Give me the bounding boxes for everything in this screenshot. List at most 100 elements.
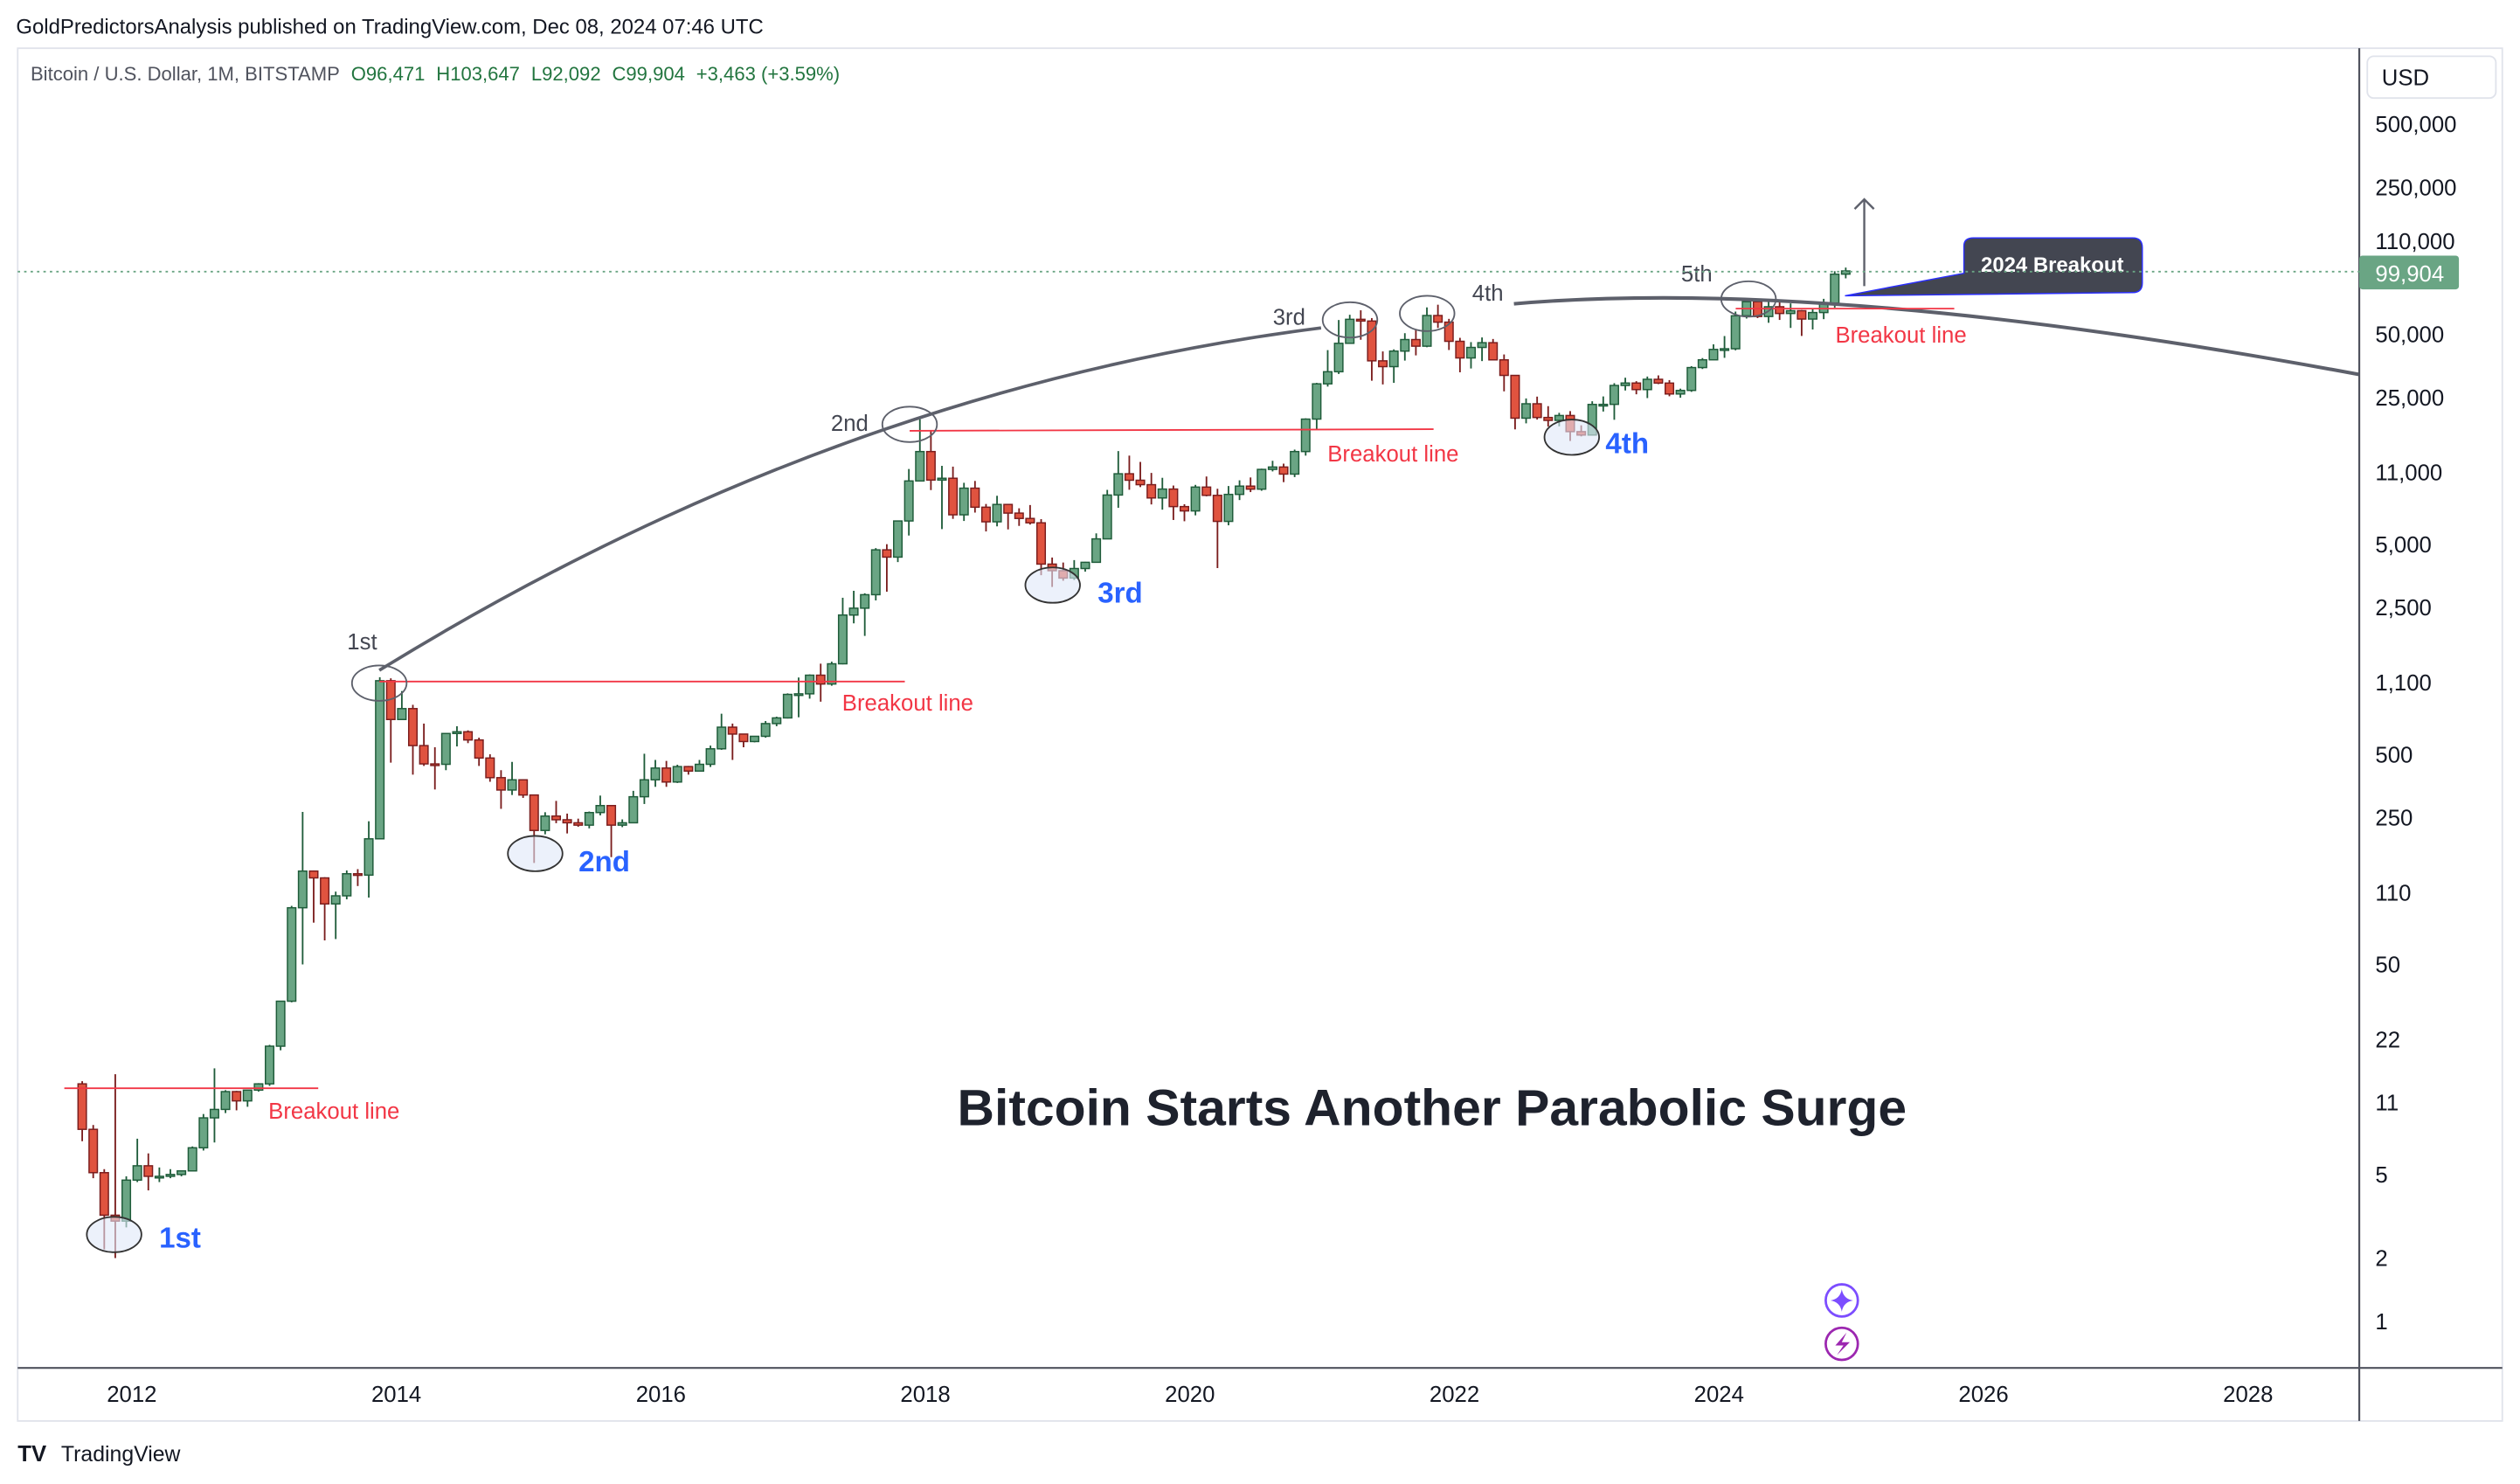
- candle: [639, 753, 649, 804]
- candle: [1499, 354, 1509, 392]
- candle: [848, 591, 859, 624]
- candle: [287, 905, 297, 1002]
- candle: [617, 819, 627, 828]
- candle-body: [177, 1170, 187, 1175]
- candle-body: [1367, 320, 1377, 362]
- candle-body: [363, 838, 374, 877]
- sparkle-icon[interactable]: [1824, 1283, 1859, 1318]
- candle-body: [132, 1165, 142, 1182]
- price-tick-label: 110: [2375, 881, 2411, 905]
- price-tick-label: 11: [2375, 1092, 2399, 1116]
- candle-body: [1378, 360, 1388, 368]
- time-tick-label: 2018: [900, 1383, 950, 1407]
- publish-info: GoldPredictorsAnalysis published on Trad…: [16, 16, 763, 39]
- candle-body: [297, 870, 308, 909]
- candle-body: [242, 1089, 253, 1102]
- candle: [1532, 396, 1542, 420]
- candle-body: [452, 731, 462, 734]
- candle: [1609, 383, 1619, 420]
- candle: [793, 677, 804, 718]
- chart-frame: [17, 47, 2503, 1422]
- candle: [562, 813, 572, 834]
- candle: [1333, 320, 1344, 374]
- candle-body: [772, 717, 782, 725]
- candle-body: [1146, 483, 1157, 499]
- candle-body: [1785, 309, 1796, 315]
- candle-body: [606, 805, 617, 826]
- change-value: +3,463 (+3.59%): [696, 63, 840, 85]
- current-price-label: 99,904: [2375, 262, 2444, 287]
- candle: [760, 720, 771, 739]
- candle: [1775, 301, 1785, 321]
- candle: [1080, 561, 1090, 572]
- candle: [1708, 343, 1719, 361]
- candle: [948, 466, 959, 519]
- time-tick-label: 2026: [1958, 1383, 2008, 1407]
- price-axis[interactable]: 500,000250,000110,00050,00025,00011,0005…: [2375, 113, 2456, 1335]
- candle-body: [760, 723, 771, 738]
- candle: [1190, 484, 1201, 516]
- peak-label-1: 1st: [347, 630, 377, 655]
- candle-body: [275, 1000, 286, 1047]
- candle-body: [915, 450, 925, 482]
- candle-body: [650, 767, 661, 780]
- candle-body: [495, 777, 506, 791]
- lightning-icon[interactable]: [1824, 1326, 1859, 1362]
- candle: [1477, 337, 1487, 362]
- time-axis[interactable]: 2012 2014 2016 2018 2020 2022 2024 2026 2028: [107, 1383, 2273, 1407]
- candle-body: [1290, 450, 1300, 475]
- tradingview-logo[interactable]: TV TradingView: [17, 1442, 180, 1467]
- candle: [1598, 396, 1609, 412]
- candle: [1091, 533, 1102, 564]
- candle-body: [1257, 468, 1267, 490]
- peak-circle-1: [350, 664, 408, 702]
- candle-body: [1609, 385, 1619, 406]
- open-value: O96,471: [351, 63, 426, 85]
- candle: [320, 877, 330, 941]
- price-tick-label: 500,000: [2375, 113, 2456, 137]
- candle-body: [1003, 503, 1014, 514]
- candle-body: [154, 1175, 164, 1179]
- candle-body: [948, 477, 959, 516]
- candle: [1807, 308, 1818, 329]
- candle: [419, 723, 429, 766]
- candle-body: [1168, 488, 1179, 508]
- candle-body: [1554, 414, 1564, 421]
- candle: [1245, 477, 1256, 493]
- candle: [1003, 503, 1014, 530]
- annotations: Breakout line Breakout line Breakout lin…: [64, 198, 2360, 1362]
- candle: [1433, 304, 1443, 329]
- candle-body: [1179, 505, 1190, 512]
- candle-body: [308, 870, 319, 879]
- candle-body: [1245, 485, 1256, 490]
- candle-body: [1190, 486, 1201, 512]
- candle: [1168, 485, 1179, 520]
- candle: [925, 431, 936, 490]
- candle: [837, 597, 848, 665]
- price-tick-label: 250: [2375, 807, 2413, 831]
- candle: [1157, 477, 1167, 510]
- candle: [959, 482, 969, 522]
- candle: [1488, 338, 1499, 361]
- candle-body: [925, 450, 936, 482]
- legend-line: Bitcoin / U.S. Dollar, 1M, BITSTAMP O96,4…: [31, 63, 840, 85]
- candle-body: [440, 732, 451, 766]
- trough-label-1: 1st: [159, 1222, 201, 1254]
- time-tick-label: 2022: [1430, 1383, 1479, 1407]
- candle: [143, 1153, 154, 1191]
- candle-body: [1400, 338, 1410, 352]
- candle: [1686, 365, 1697, 392]
- currency-button[interactable]: USD: [2366, 55, 2497, 100]
- price-tick-label: 5: [2375, 1163, 2387, 1188]
- candle: [154, 1167, 164, 1182]
- candle-body: [121, 1179, 132, 1222]
- candle-body: [1345, 318, 1355, 344]
- plot-area[interactable]: [77, 267, 1851, 1259]
- price-tick-label: 22: [2375, 1028, 2400, 1052]
- candle-body: [837, 614, 848, 665]
- callout-2024-breakout[interactable]: 2024 Breakout: [1845, 237, 2143, 297]
- candle-body: [165, 1174, 176, 1177]
- candle-body: [782, 693, 793, 719]
- trough-label-4: 4th: [1605, 428, 1649, 461]
